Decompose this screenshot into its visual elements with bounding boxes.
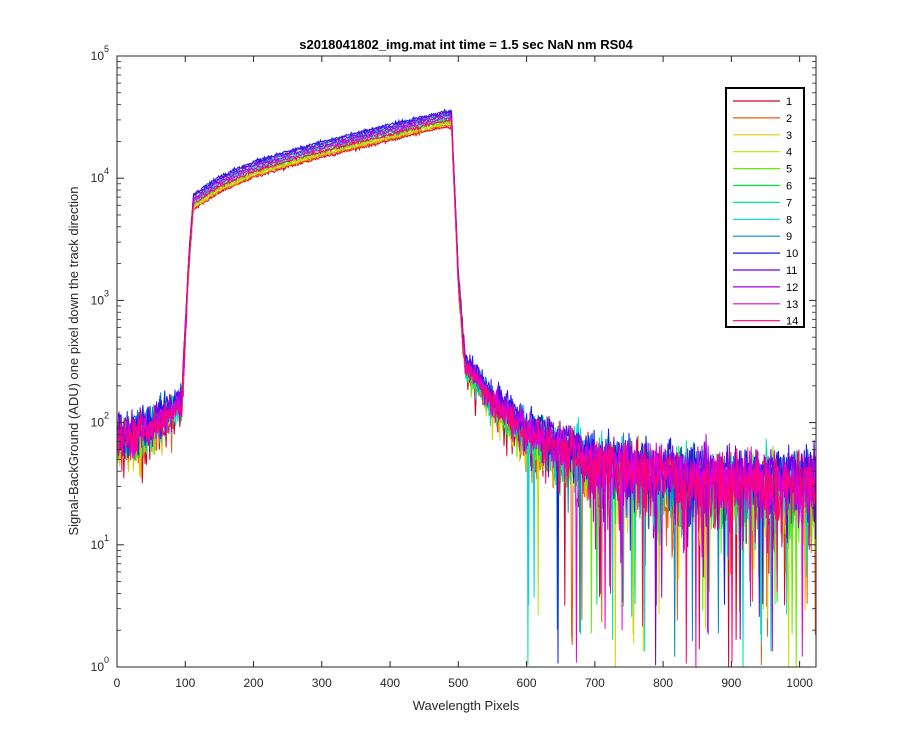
y-tick-exponent: 4 xyxy=(104,166,109,176)
legend-label-2: 2 xyxy=(786,113,792,125)
x-tick-label: 200 xyxy=(244,676,264,690)
y-tick-exponent: 0 xyxy=(104,655,109,665)
y-tick-exponent: 2 xyxy=(104,411,109,421)
x-tick-label: 600 xyxy=(517,676,537,690)
legend-label-11: 11 xyxy=(786,265,797,277)
x-tick-label: 900 xyxy=(721,676,741,690)
legend-label-7: 7 xyxy=(786,197,792,209)
legend-label-5: 5 xyxy=(786,164,792,176)
legend-label-13: 13 xyxy=(786,299,798,311)
y-tick-exponent: 3 xyxy=(104,288,109,298)
plot-frame xyxy=(116,55,817,668)
x-tick-label: 1000 xyxy=(786,676,813,690)
x-tick-label: 300 xyxy=(312,676,332,690)
x-tick-label: 800 xyxy=(653,676,673,690)
legend-label-10: 10 xyxy=(786,248,798,260)
legend-label-8: 8 xyxy=(786,214,792,226)
series-line-14 xyxy=(116,117,816,664)
legend-label-14: 14 xyxy=(786,316,798,328)
legend-label-1: 1 xyxy=(786,96,792,108)
y-tick-label: 10 xyxy=(91,49,105,63)
series-line-13 xyxy=(116,116,816,668)
y-tick-label: 10 xyxy=(91,416,105,430)
x-tick-label: 100 xyxy=(175,676,195,690)
y-tick-label: 10 xyxy=(91,293,105,307)
x-axis-label: Wavelength Pixels xyxy=(413,698,520,713)
y-tick-exponent: 5 xyxy=(104,44,109,54)
y-tick-label: 10 xyxy=(91,538,105,552)
y-tick-exponent: 1 xyxy=(104,533,109,543)
legend-label-12: 12 xyxy=(786,282,798,294)
legend-label-4: 4 xyxy=(786,147,792,159)
x-tick-label: 500 xyxy=(448,676,468,690)
y-axis-label: Signal-BackGround (ADU) one pixel down t… xyxy=(66,186,81,535)
y-tick-label: 10 xyxy=(91,171,105,185)
legend-label-6: 6 xyxy=(786,181,792,193)
x-tick-label: 0 xyxy=(114,676,121,690)
x-tick-label: 400 xyxy=(380,676,400,690)
chart-title: s2018041802_img.mat int time = 1.5 sec N… xyxy=(299,37,633,52)
x-tick-label: 700 xyxy=(585,676,605,690)
legend-label-9: 9 xyxy=(786,231,792,243)
y-tick-label: 10 xyxy=(91,660,105,674)
series-layer xyxy=(116,108,816,668)
legend-label-3: 3 xyxy=(786,130,792,142)
